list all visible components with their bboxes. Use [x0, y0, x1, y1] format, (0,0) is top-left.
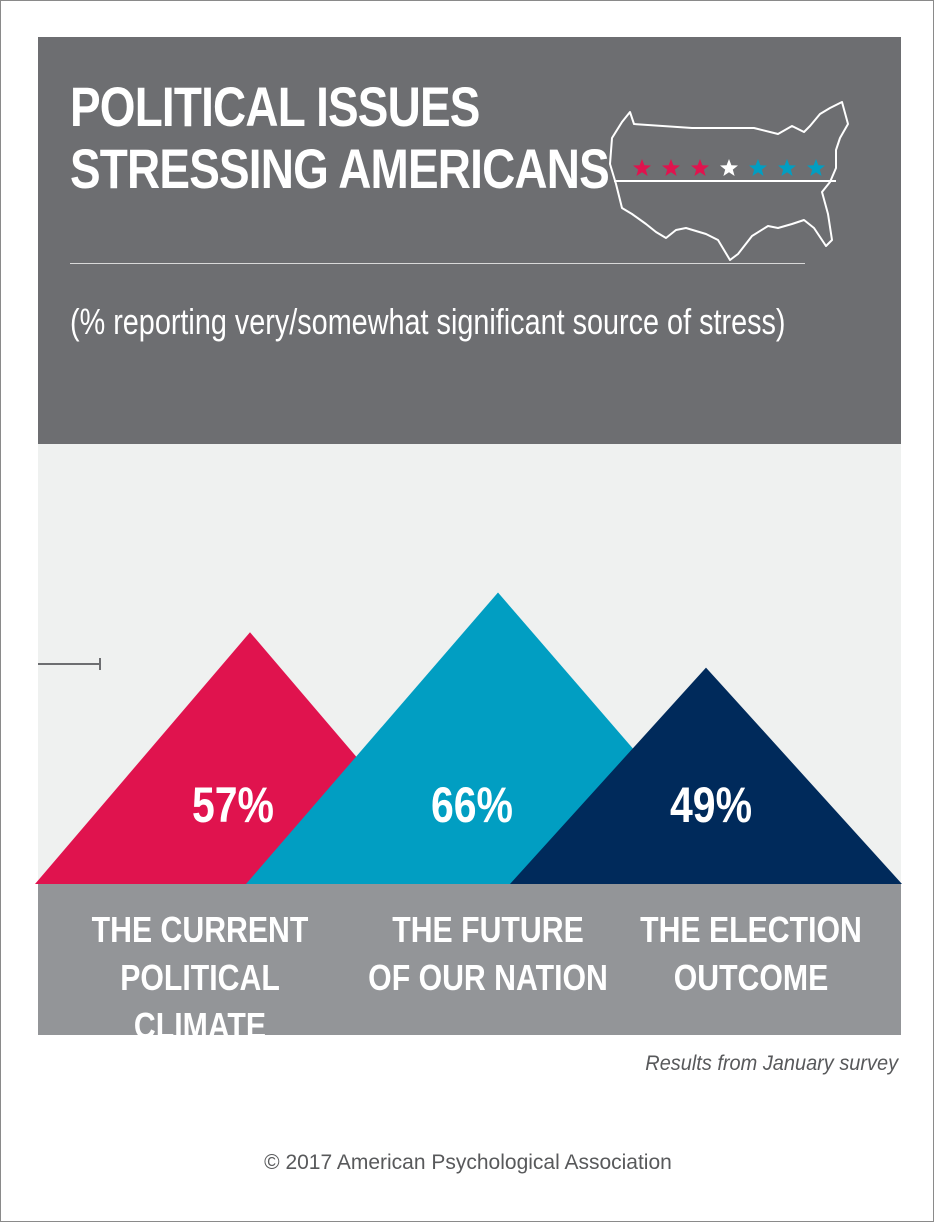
- star-icon: [633, 159, 651, 176]
- header-panel: [38, 37, 901, 444]
- star-icon: [807, 159, 825, 176]
- chart-area: [38, 444, 901, 884]
- infographic-title: POLITICAL ISSUES STRESSING AMERICANS: [70, 75, 610, 200]
- copyright: © 2017 American Psychological Associatio…: [264, 1151, 672, 1174]
- star-icon: [662, 159, 680, 176]
- star-icon: [691, 159, 709, 176]
- us-map-outline: [609, 101, 849, 261]
- map-stars: [633, 159, 825, 176]
- subtitle: (% reporting very/somewhat significant s…: [70, 301, 786, 342]
- category-label-election-outcome: THE ELECTION OUTCOME: [640, 909, 862, 998]
- category-band: [38, 884, 901, 1035]
- header-divider: [70, 263, 805, 264]
- survey-note: Results from January survey: [645, 1052, 898, 1075]
- category-label-future-nation: THE FUTURE OF OUR NATION: [368, 909, 608, 998]
- title-line-1: POLITICAL ISSUES: [70, 75, 480, 138]
- star-icon: [749, 159, 767, 176]
- star-icon: [720, 159, 738, 176]
- title-line-2: STRESSING AMERICANS: [70, 137, 610, 200]
- star-icon: [778, 159, 796, 176]
- category-label-political-climate: THE CURRENT POLITICAL CLIMATE: [91, 909, 309, 1046]
- us-map-icon: [609, 101, 849, 261]
